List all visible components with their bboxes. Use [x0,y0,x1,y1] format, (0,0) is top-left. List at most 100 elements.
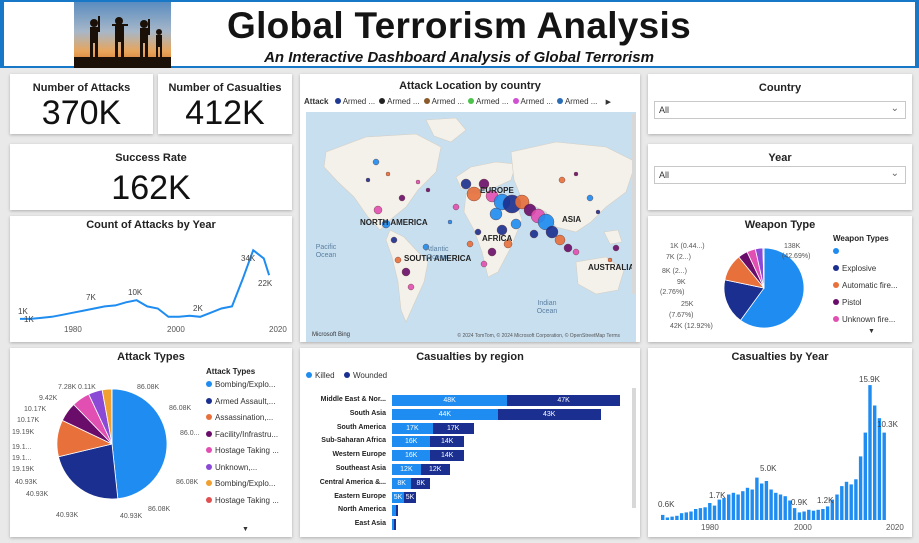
attack-type-slice[interactable] [58,443,119,500]
kpi-success-card[interactable]: Success Rate 162K [10,144,292,210]
weapon-slice[interactable] [739,247,805,329]
casualty-year-bar[interactable] [703,507,707,520]
map-marker[interactable] [607,257,613,263]
casualty-year-bar[interactable] [816,509,820,520]
map-marker[interactable] [447,219,453,225]
world-map[interactable]: NORTH AMERICA EUROPE ASIA AFRICA SOUTH A… [306,112,636,342]
map-marker[interactable] [572,248,580,256]
casualty-year-bar[interactable] [684,512,688,520]
killed-bar[interactable]: 17K [392,422,433,434]
map-marker[interactable] [425,187,431,193]
killed-bar[interactable] [392,505,396,517]
map-marker[interactable] [478,178,490,190]
weapon-legend-item[interactable]: Pistol [833,298,862,307]
map-marker[interactable] [398,194,406,202]
killed-bar[interactable]: 8K [392,477,412,489]
weapon-legend-item[interactable]: Unknown fire... [833,315,895,324]
wounded-bar[interactable]: 8K [411,477,431,489]
casualty-year-bar[interactable] [661,514,665,520]
casualty-year-bar[interactable] [665,517,670,521]
attack-location-map-card[interactable]: Attack Location by country Attack Armed … [300,74,640,342]
map-marker[interactable] [554,234,566,246]
map-legend-item[interactable]: Armed ... [553,97,597,106]
map-marker[interactable] [365,177,371,183]
map-marker[interactable] [586,194,594,202]
kpi-casualties-card[interactable]: Number of Casualties 412K [158,74,292,134]
attack-legend-item[interactable]: Bombing/Explo... [206,479,275,488]
killed-bar[interactable]: 16K [392,450,431,462]
killed-bar[interactable]: 12K [392,464,421,475]
map-marker[interactable] [381,219,391,229]
casualty-year-bar[interactable] [811,510,816,520]
map-marker[interactable] [510,218,522,230]
map-marker[interactable] [466,186,482,202]
wounded-bar[interactable]: 17K [432,422,474,434]
map-marker[interactable] [489,207,503,221]
year-dropdown[interactable]: All ⌄ [654,166,906,184]
map-marker[interactable] [474,228,482,236]
map-marker[interactable] [415,179,421,185]
attack-legend-item[interactable]: Facility/Infrastru... [206,430,278,439]
casualty-year-bar[interactable] [717,499,721,520]
map-marker[interactable] [372,158,380,166]
legend-scroll-down-icon[interactable]: ▼ [868,328,875,335]
map-marker[interactable] [529,229,539,239]
casualty-year-bar[interactable] [830,499,834,520]
casualty-year-bar[interactable] [745,487,750,520]
wounded-bar[interactable]: 43K [497,408,601,420]
casualty-year-bar[interactable] [854,479,858,520]
casualty-year-bar[interactable] [675,515,679,520]
map-marker[interactable] [466,240,474,248]
killed-bar[interactable] [392,519,395,531]
attacks-line-series[interactable] [20,248,271,320]
map-marker[interactable] [487,247,497,257]
casualties-year-card[interactable]: Casualties by Year 15.9K 10.3K 5.0K 1.7K… [648,348,912,537]
map-marker[interactable] [514,194,530,210]
map-marker[interactable] [385,171,391,177]
wounded-bar[interactable] [395,505,399,517]
wounded-bar[interactable] [394,519,397,531]
wounded-bar[interactable]: 12K [420,464,450,475]
region-legend-item[interactable]: Killed [306,371,335,380]
casualty-year-bar[interactable] [844,481,849,520]
wounded-bar[interactable]: 14K [430,450,464,462]
attack-legend-item[interactable]: Unknown,... [206,463,257,472]
casualty-year-bar[interactable] [774,492,778,520]
casualty-year-bar[interactable] [731,492,736,520]
attack-type-slice[interactable] [111,388,168,500]
country-dropdown[interactable]: All ⌄ [654,101,906,119]
casualties-region-card[interactable]: Casualties by region Killed Wounded Middl… [300,348,640,537]
map-marker[interactable] [537,213,555,231]
casualty-year-bar[interactable] [882,432,886,520]
weapon-legend-item[interactable]: Automatic fire... [833,281,898,290]
weapon-slice[interactable] [762,247,765,289]
map-marker[interactable] [563,243,573,253]
weapon-type-card[interactable]: Weapon Type 1K (0.44...) 7K (2...) 8K (2… [648,216,912,342]
map-marker[interactable] [407,283,415,291]
attack-legend-item[interactable]: Hostage Taking ... [206,496,279,505]
casualty-year-bar[interactable] [760,483,764,521]
wounded-bar[interactable]: 14K [430,436,464,448]
map-marker[interactable] [595,209,601,215]
map-marker[interactable] [460,178,472,190]
casualty-year-bar[interactable] [825,506,830,520]
map-legend-item[interactable]: Armed ... [331,97,375,106]
killed-bar[interactable]: 16K [392,436,431,448]
casualty-year-bar[interactable] [698,508,703,520]
casualty-year-bar[interactable] [877,418,882,520]
casualty-year-bar[interactable] [722,497,726,520]
casualty-year-bar[interactable] [670,516,674,520]
weapon-legend-item[interactable]: Explosive [833,264,876,273]
attacks-by-year-card[interactable]: Count of Attacks by Year 1K 1K 7K 10K 2K… [10,216,292,342]
map-marker[interactable] [503,239,513,249]
casualty-year-bar[interactable] [858,456,863,520]
casualty-year-bar[interactable] [792,508,797,520]
region-legend-item[interactable]: Wounded [344,371,387,380]
killed-bar[interactable]: 48K [392,395,508,406]
killed-bar[interactable]: 44K [392,408,498,420]
weapon-legend-item[interactable] [833,247,842,256]
map-marker[interactable] [394,256,402,264]
wounded-bar[interactable]: 5K [404,491,416,503]
casualty-year-bar[interactable] [712,505,717,520]
legend-scroll-down-icon[interactable]: ▼ [242,526,249,533]
